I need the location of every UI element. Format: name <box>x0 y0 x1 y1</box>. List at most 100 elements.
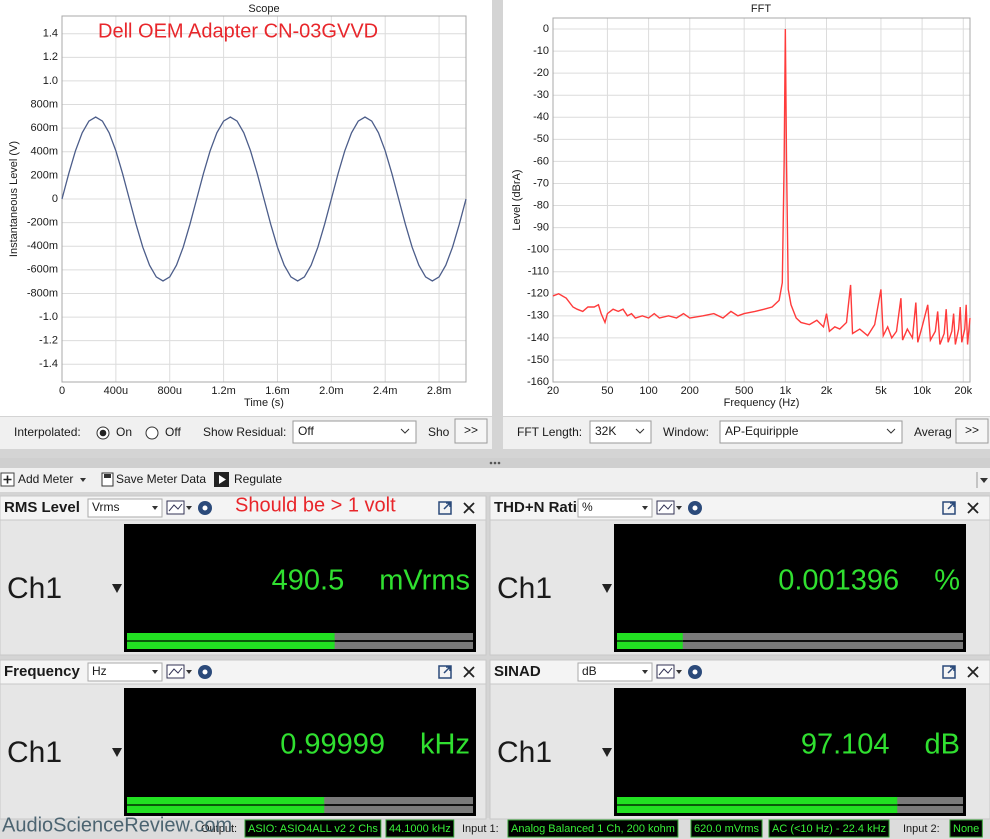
x-tick-label: 0 <box>59 385 65 397</box>
unit-dropdown-value[interactable]: % <box>582 500 593 514</box>
meter-unit: dB <box>925 729 960 761</box>
y-tick-label: 600m <box>30 122 58 134</box>
graph-icon[interactable] <box>656 664 675 679</box>
meter-header <box>0 495 487 521</box>
meter-title: THD+N Ratio <box>494 499 586 516</box>
expand-button[interactable] <box>454 418 488 444</box>
y-tick-label: -90 <box>533 221 549 233</box>
y-tick-label: -40 <box>533 111 549 123</box>
meter-title: Frequency <box>4 663 81 680</box>
x-tick-label: 1.2m <box>211 385 235 397</box>
channel-label: Ch1 <box>497 572 552 605</box>
graph-icon[interactable] <box>166 500 185 515</box>
meter-reading: 0.001396 <box>778 565 899 597</box>
y-tick-label: 1.0 <box>43 75 58 87</box>
popout-icon[interactable] <box>942 665 956 679</box>
meter-display <box>124 688 476 816</box>
close-icon[interactable] <box>463 502 475 514</box>
radio-label[interactable]: On <box>116 425 132 439</box>
expand-button[interactable] <box>955 418 989 444</box>
residual-dropdown[interactable] <box>292 420 417 444</box>
y-tick-label: -110 <box>528 266 549 278</box>
channel-caret[interactable] <box>602 584 612 593</box>
y-tick-label: -600m <box>27 264 58 276</box>
caret <box>980 478 988 483</box>
x-tick-label: 50 <box>601 385 613 397</box>
label: Window: <box>663 425 709 439</box>
unit-dropdown-value[interactable]: dB <box>582 664 597 678</box>
y-tick-label: -60 <box>533 155 549 167</box>
unit-dropdown[interactable] <box>87 662 163 682</box>
popout-icon[interactable] <box>438 665 452 679</box>
y-tick-label: -130 <box>527 310 549 322</box>
status-label: Output: <box>201 823 237 835</box>
caret <box>152 506 158 510</box>
graph-icon-line <box>168 667 183 676</box>
close-icon[interactable] <box>463 666 475 678</box>
caret <box>152 670 158 674</box>
y-axis-label: Level (dBrA) <box>511 169 523 230</box>
close-icon[interactable] <box>967 502 979 514</box>
radio-label[interactable]: Off <box>165 425 181 439</box>
y-tick-label: 1.2 <box>43 51 58 63</box>
label: FFT Length: <box>517 425 582 439</box>
fft-length-dropdown[interactable] <box>589 420 652 444</box>
radio-dot <box>99 429 107 437</box>
chart-title: FFT <box>751 3 771 15</box>
unit-dropdown-value[interactable]: Vrms <box>92 500 120 514</box>
y-tick-label: -20 <box>533 67 549 79</box>
chevron <box>886 428 896 434</box>
popout-arrow <box>947 666 955 674</box>
y-tick-label: -160 <box>527 376 549 388</box>
y-tick-label: -50 <box>533 133 549 145</box>
meter-reading: 0.99999 <box>280 729 385 761</box>
caret <box>676 670 682 674</box>
status-value: 620.0 mVrms <box>694 823 760 835</box>
y-tick-label: -140 <box>527 332 549 344</box>
close-icon[interactable] <box>967 666 979 678</box>
toolbar-button[interactable]: Add Meter <box>18 472 73 486</box>
channel-caret[interactable] <box>602 748 612 757</box>
graph-icon[interactable] <box>166 664 185 679</box>
meter-display <box>614 524 966 652</box>
channel-caret[interactable] <box>112 748 122 757</box>
graph-icon[interactable] <box>656 500 675 515</box>
status-box <box>690 819 763 838</box>
y-tick-label: -200m <box>27 217 58 229</box>
expand-button-label[interactable]: >> <box>464 423 478 437</box>
radio-off[interactable] <box>145 426 159 440</box>
settings-icon-hole <box>202 669 208 675</box>
label: Interpolated: <box>14 425 81 439</box>
x-tick-label: 2.4m <box>373 385 397 397</box>
channel-label: Ch1 <box>497 736 552 769</box>
popout-icon[interactable] <box>438 501 452 515</box>
y-tick-label: -30 <box>533 89 549 101</box>
label: Sho <box>428 425 450 439</box>
expand-button-label[interactable]: >> <box>965 423 979 437</box>
popout-icon[interactable] <box>942 501 956 515</box>
x-tick-label: 2k <box>821 385 833 397</box>
save-icon <box>101 472 114 487</box>
channel-caret[interactable] <box>112 584 122 593</box>
channel-label: Ch1 <box>7 736 62 769</box>
toolbar-button[interactable]: Regulate <box>234 472 282 486</box>
status-value: ASIO: ASIO4ALL v2 2 Chs <box>248 823 378 835</box>
unit-dropdown[interactable] <box>577 662 653 682</box>
status-box <box>949 819 983 838</box>
meter-unit: kHz <box>420 729 470 761</box>
x-tick-label: 2.0m <box>319 385 343 397</box>
residual-dropdown-value: Off <box>298 424 314 438</box>
unit-dropdown[interactable] <box>577 498 653 518</box>
unit-dropdown-value[interactable]: Hz <box>92 664 107 678</box>
toolbar-button[interactable]: Save Meter Data <box>116 472 206 486</box>
meter-unit: % <box>934 565 960 597</box>
save-icon-bar <box>104 474 111 478</box>
x-axis-label: Time (s) <box>244 397 284 409</box>
meter-display <box>124 524 476 652</box>
status-value: AC (<10 Hz) - 22.4 kHz <box>772 823 886 835</box>
data-line <box>61 116 467 282</box>
unit-dropdown[interactable] <box>87 498 163 518</box>
window-dropdown[interactable] <box>719 420 903 444</box>
x-tick-label: 400u <box>104 385 128 397</box>
